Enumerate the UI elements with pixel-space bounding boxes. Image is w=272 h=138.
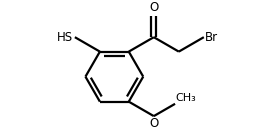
Text: O: O	[149, 117, 158, 130]
Text: CH₃: CH₃	[176, 93, 197, 103]
Text: Br: Br	[205, 31, 218, 44]
Text: O: O	[149, 1, 158, 14]
Text: HS: HS	[57, 31, 73, 44]
